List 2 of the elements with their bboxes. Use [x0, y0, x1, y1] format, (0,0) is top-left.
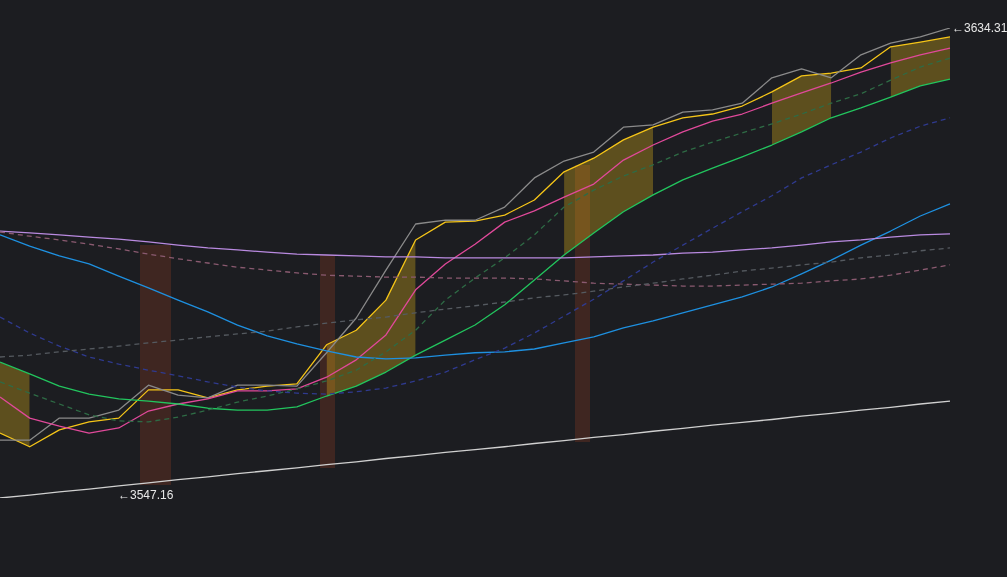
annotation: ←3634.31 — [952, 21, 1007, 35]
annotation: ←3547.16 — [118, 488, 174, 502]
